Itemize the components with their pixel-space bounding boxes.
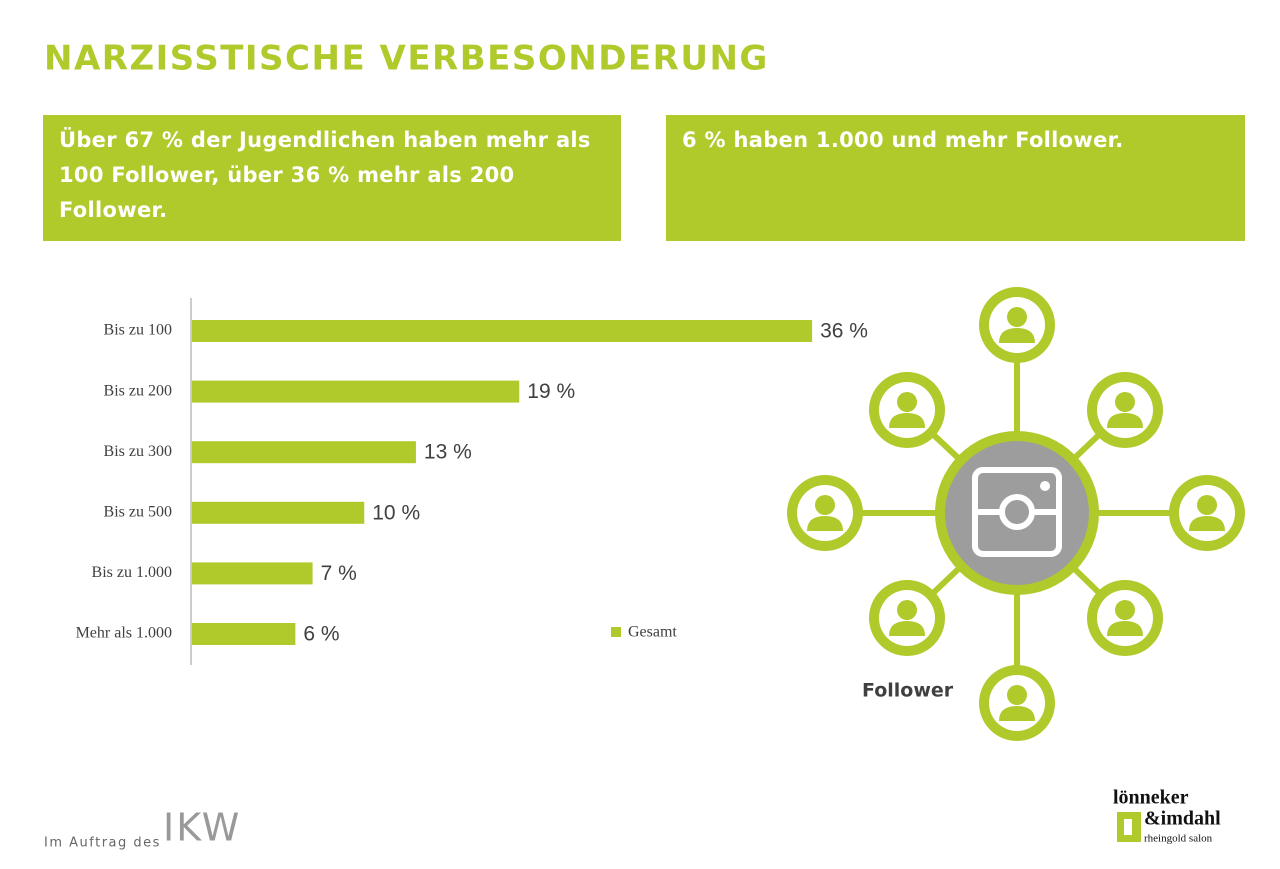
value-label: 13 % xyxy=(424,441,472,464)
chart-title: NARZISSTISCHE VERBESONDERUNG xyxy=(44,39,769,79)
person-body xyxy=(1107,621,1143,636)
person-body xyxy=(999,328,1035,343)
value-label: 10 % xyxy=(372,501,420,524)
legend-label: Gesamt xyxy=(628,624,677,641)
person-body xyxy=(1189,516,1225,531)
person-body xyxy=(1107,413,1143,428)
category-label: Bis zu 1.000 xyxy=(92,564,172,581)
callout: 6 % haben 1.000 und mehr Follower. xyxy=(666,115,1245,241)
person-head xyxy=(815,495,835,515)
value-label: 36 % xyxy=(820,320,868,343)
category-label: Bis zu 300 xyxy=(104,443,172,460)
bar xyxy=(192,501,365,524)
category-label: Bis zu 100 xyxy=(104,322,172,339)
bar xyxy=(192,441,416,464)
value-label: 6 % xyxy=(303,623,339,646)
person-body xyxy=(999,706,1035,721)
legend-swatch xyxy=(611,627,621,637)
value-label: 19 % xyxy=(527,380,575,403)
person-body xyxy=(889,621,925,636)
person-head xyxy=(897,600,917,620)
brand-line: &imdahl xyxy=(1144,808,1221,830)
value-label: 7 % xyxy=(321,562,357,585)
sponsor-logo: IKW xyxy=(163,806,241,850)
category-label: Bis zu 500 xyxy=(104,503,172,520)
person-head xyxy=(1007,685,1027,705)
person-body xyxy=(807,516,843,531)
bar xyxy=(192,320,813,342)
brand-line: lönneker xyxy=(1113,787,1189,809)
person-body xyxy=(889,413,925,428)
person-head xyxy=(1115,600,1135,620)
person-head xyxy=(1197,495,1217,515)
graphic-label: Follower xyxy=(862,680,954,702)
bar xyxy=(192,380,520,403)
category-label: Mehr als 1.000 xyxy=(76,625,172,642)
bar xyxy=(192,623,296,645)
bar xyxy=(192,562,313,585)
brand-logo-mark xyxy=(1124,819,1132,835)
commissioned-text: Im Auftrag des xyxy=(44,836,161,851)
category-label: Bis zu 200 xyxy=(104,382,172,399)
network-graphic xyxy=(787,287,1245,741)
person-head xyxy=(1115,392,1135,412)
person-head xyxy=(897,392,917,412)
brand-tagline: rheingold salon xyxy=(1144,833,1213,845)
person-head xyxy=(1007,307,1027,327)
callout: Über 67 % der Jugendlichen haben mehr al… xyxy=(43,115,621,241)
